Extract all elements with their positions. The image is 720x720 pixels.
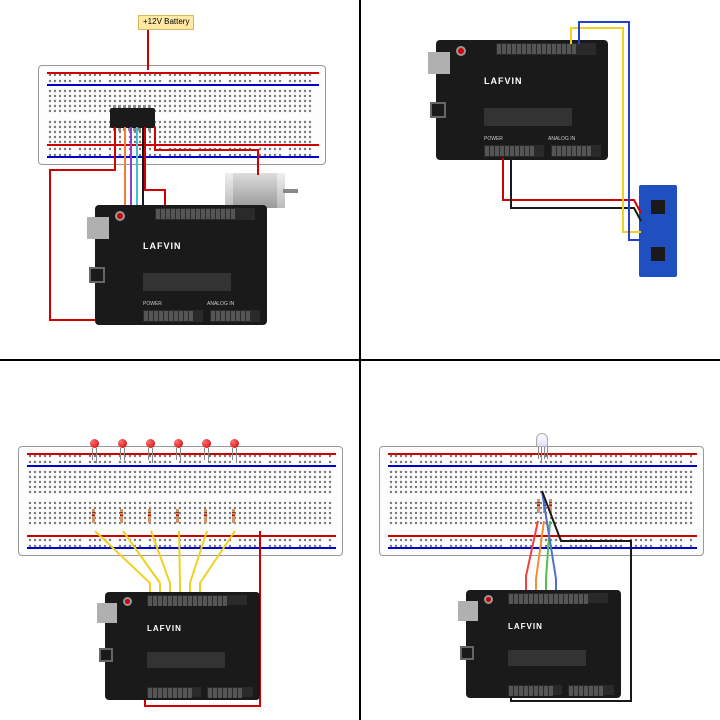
resistor-b: [549, 499, 552, 513]
arduino-brand-q4: LAFVIN: [508, 622, 543, 631]
resistor-1: [120, 509, 123, 523]
resistor-g: [543, 499, 546, 513]
arduino-brand-q2: LAFVIN: [484, 76, 523, 86]
quadrant-led-array: LAFVIN: [0, 361, 359, 720]
breadboard-q4: [379, 446, 704, 556]
resistor-r: [537, 499, 540, 513]
arduino-q4: LAFVIN: [466, 590, 621, 698]
led-4: [202, 439, 211, 448]
breadboard-q1: [38, 65, 326, 165]
arduino-q1: LAFVIN POWER ANALOG IN: [95, 205, 267, 325]
l293d-ic: [110, 108, 155, 128]
arduino-brand-q3: LAFVIN: [147, 624, 182, 633]
quadrant-sensor-module: LAFVIN POWER ANALOG IN: [361, 0, 720, 359]
dc-motor: [230, 173, 280, 208]
resistor-3: [176, 509, 179, 523]
led-5: [230, 439, 239, 448]
arduino-q3: LAFVIN: [105, 592, 260, 700]
rgb-led: [536, 433, 548, 447]
led-0: [90, 439, 99, 448]
arduino-brand-q1: LAFVIN: [143, 241, 182, 251]
resistor-2: [148, 509, 151, 523]
sensor-module: [639, 185, 677, 277]
resistor-5: [232, 509, 235, 523]
arduino-q2: LAFVIN POWER ANALOG IN: [436, 40, 608, 160]
resistor-4: [204, 509, 207, 523]
battery-label: +12V Battery: [138, 15, 194, 30]
quadrant-motor-driver: +12V Battery: [0, 0, 359, 359]
led-1: [118, 439, 127, 448]
circuit-diagram-grid: +12V Battery: [0, 0, 720, 720]
quadrant-rgb-led: LAFVIN: [361, 361, 720, 720]
resistor-0: [92, 509, 95, 523]
led-3: [174, 439, 183, 448]
led-2: [146, 439, 155, 448]
